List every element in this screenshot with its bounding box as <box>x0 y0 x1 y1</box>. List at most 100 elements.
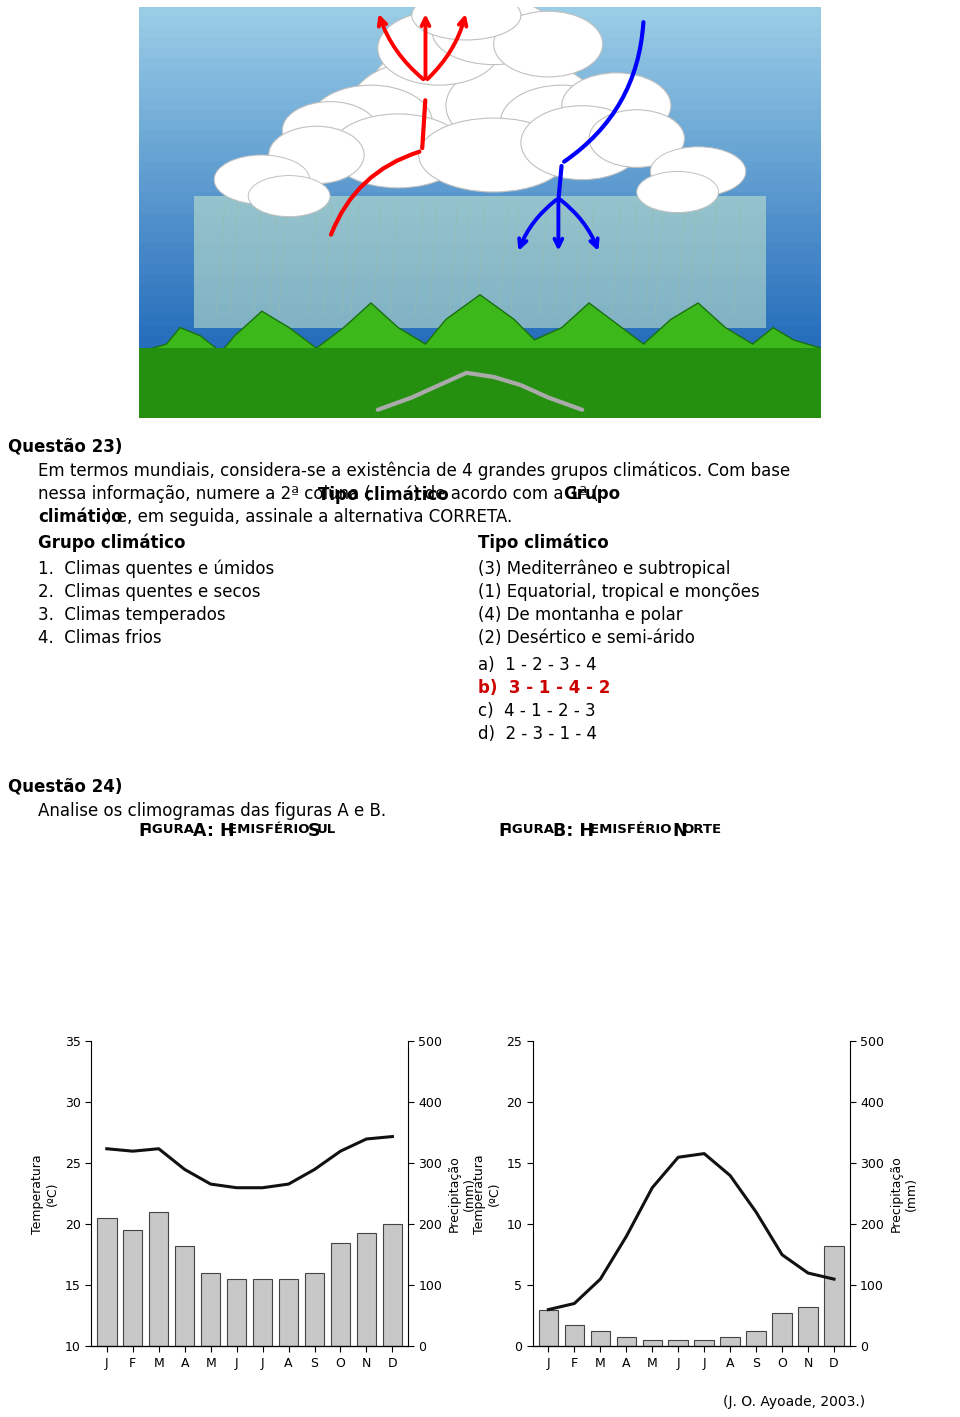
Text: (3) Mediterrâneo e subtropical: (3) Mediterrâneo e subtropical <box>478 560 731 578</box>
Text: F: F <box>498 822 510 840</box>
Polygon shape <box>139 295 821 418</box>
Text: (1) Equatorial, tropical e monções: (1) Equatorial, tropical e monções <box>478 582 759 601</box>
FancyBboxPatch shape <box>139 326 821 336</box>
Bar <box>123 1230 142 1346</box>
FancyBboxPatch shape <box>139 203 821 213</box>
Ellipse shape <box>500 85 623 159</box>
Ellipse shape <box>330 113 467 188</box>
Y-axis label: Precipitação
(mm): Precipitação (mm) <box>890 1155 918 1233</box>
Bar <box>175 1246 195 1346</box>
FancyBboxPatch shape <box>139 222 821 232</box>
FancyBboxPatch shape <box>139 181 821 191</box>
Bar <box>383 1224 402 1346</box>
Text: Em termos mundiais, considera-se a existência de 4 grandes grupos climáticos. Co: Em termos mundiais, considera-se a exist… <box>38 462 790 480</box>
Ellipse shape <box>493 11 603 77</box>
Text: 3.  Climas temperados: 3. Climas temperados <box>38 606 226 623</box>
FancyBboxPatch shape <box>139 285 821 295</box>
FancyBboxPatch shape <box>139 38 821 48</box>
FancyBboxPatch shape <box>139 316 821 326</box>
FancyBboxPatch shape <box>139 264 821 275</box>
FancyBboxPatch shape <box>139 244 821 254</box>
Ellipse shape <box>650 147 746 196</box>
Text: Questão 23): Questão 23) <box>8 438 122 456</box>
Ellipse shape <box>249 176 330 217</box>
Y-axis label: Temperatura
(ºC): Temperatura (ºC) <box>32 1153 60 1234</box>
Y-axis label: Temperatura
(ºC): Temperatura (ºC) <box>473 1153 501 1234</box>
Text: climático: climático <box>38 509 123 526</box>
Bar <box>97 1219 116 1346</box>
Bar <box>252 1280 273 1346</box>
Text: (J. O. Ayoade, 2003.): (J. O. Ayoade, 2003.) <box>723 1394 865 1408</box>
Text: S: S <box>308 822 321 840</box>
Ellipse shape <box>589 109 684 167</box>
Text: N: N <box>672 822 686 840</box>
FancyBboxPatch shape <box>139 111 821 120</box>
Text: 4.  Climas frios: 4. Climas frios <box>38 629 161 648</box>
Bar <box>720 1338 740 1346</box>
Bar <box>773 1312 792 1346</box>
Bar <box>539 1309 558 1346</box>
Y-axis label: Precipitação
(mm): Precipitação (mm) <box>448 1155 476 1233</box>
Bar <box>616 1338 636 1346</box>
Ellipse shape <box>636 171 718 213</box>
Text: Analise os climogramas das figuras A e B.: Analise os climogramas das figuras A e B… <box>38 802 386 820</box>
FancyBboxPatch shape <box>139 79 821 89</box>
Bar <box>694 1340 714 1346</box>
Text: A: H: A: H <box>193 822 234 840</box>
FancyBboxPatch shape <box>139 191 821 203</box>
FancyBboxPatch shape <box>139 7 821 17</box>
Text: IGURA: IGURA <box>507 823 559 836</box>
Bar <box>642 1340 662 1346</box>
Text: d)  2 - 3 - 1 - 4: d) 2 - 3 - 1 - 4 <box>478 726 597 743</box>
Ellipse shape <box>562 72 671 139</box>
Bar <box>357 1233 376 1346</box>
FancyBboxPatch shape <box>139 89 821 99</box>
Ellipse shape <box>521 106 643 180</box>
FancyBboxPatch shape <box>139 17 821 27</box>
Ellipse shape <box>371 35 562 143</box>
Text: (2) Desértico e semi-árido: (2) Desértico e semi-árido <box>478 629 695 648</box>
FancyBboxPatch shape <box>139 232 821 244</box>
FancyBboxPatch shape <box>139 397 821 408</box>
Text: ORTE: ORTE <box>682 823 721 836</box>
Bar <box>825 1246 844 1346</box>
Text: 1.  Climas quentes e úmidos: 1. Climas quentes e úmidos <box>38 560 275 578</box>
FancyBboxPatch shape <box>139 349 821 418</box>
Text: c)  4 - 1 - 2 - 3: c) 4 - 1 - 2 - 3 <box>478 701 595 720</box>
FancyBboxPatch shape <box>139 408 821 418</box>
Text: a)  1 - 2 - 3 - 4: a) 1 - 2 - 3 - 4 <box>478 656 596 674</box>
FancyBboxPatch shape <box>139 305 821 316</box>
FancyBboxPatch shape <box>139 346 821 357</box>
FancyBboxPatch shape <box>139 27 821 38</box>
FancyBboxPatch shape <box>139 99 821 111</box>
FancyBboxPatch shape <box>139 150 821 162</box>
Text: (4) De montanha e polar: (4) De montanha e polar <box>478 606 683 623</box>
Text: b)  3 - 1 - 4 - 2: b) 3 - 1 - 4 - 2 <box>478 679 611 697</box>
Bar <box>149 1212 168 1346</box>
FancyBboxPatch shape <box>139 130 821 140</box>
Bar <box>278 1280 299 1346</box>
Bar <box>304 1272 324 1346</box>
Bar <box>746 1331 766 1346</box>
Ellipse shape <box>282 102 377 159</box>
Text: UL: UL <box>317 823 336 836</box>
FancyBboxPatch shape <box>139 377 821 387</box>
Text: Tipo climático: Tipo climático <box>318 485 448 503</box>
FancyBboxPatch shape <box>139 162 821 171</box>
FancyBboxPatch shape <box>139 336 821 346</box>
Text: F: F <box>138 822 150 840</box>
Ellipse shape <box>350 61 500 150</box>
Bar <box>590 1331 610 1346</box>
Bar <box>331 1243 350 1346</box>
FancyBboxPatch shape <box>139 48 821 58</box>
Ellipse shape <box>445 61 596 150</box>
Text: IGURA: IGURA <box>147 823 199 836</box>
FancyBboxPatch shape <box>139 140 821 150</box>
FancyBboxPatch shape <box>139 58 821 68</box>
FancyBboxPatch shape <box>139 387 821 397</box>
Ellipse shape <box>269 126 364 184</box>
Ellipse shape <box>377 11 500 85</box>
Ellipse shape <box>432 0 555 65</box>
Bar <box>799 1306 818 1346</box>
Ellipse shape <box>412 0 521 40</box>
